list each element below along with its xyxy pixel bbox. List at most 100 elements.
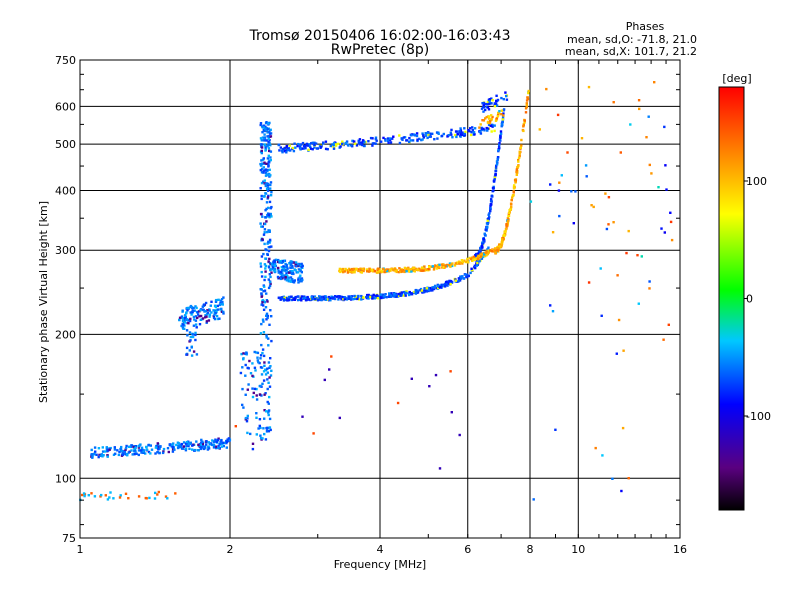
echo-point bbox=[367, 297, 370, 300]
echo-point bbox=[261, 215, 264, 218]
echo-point bbox=[359, 143, 362, 146]
echo-point bbox=[183, 321, 186, 324]
echo-point bbox=[234, 425, 237, 428]
echo-point bbox=[191, 333, 195, 336]
echo-point bbox=[426, 136, 429, 140]
echo-point bbox=[244, 374, 247, 377]
echo-point bbox=[357, 139, 360, 142]
echo-point bbox=[261, 136, 265, 139]
echo-point bbox=[210, 300, 213, 303]
echo-point bbox=[665, 188, 668, 191]
echo-point bbox=[137, 446, 141, 449]
echo-point bbox=[501, 115, 505, 119]
echo-point bbox=[188, 349, 191, 352]
echo-point bbox=[373, 270, 376, 273]
echo-point bbox=[147, 450, 151, 454]
echo-point bbox=[288, 271, 291, 274]
echo-point bbox=[265, 312, 269, 315]
echo-point bbox=[265, 173, 269, 176]
echo-point bbox=[194, 448, 197, 452]
echo-point bbox=[109, 491, 112, 494]
echo-point bbox=[299, 269, 302, 272]
echo-point bbox=[461, 133, 464, 136]
echo-point bbox=[450, 281, 454, 284]
echo-point bbox=[330, 295, 333, 298]
echo-point bbox=[328, 368, 331, 371]
echo-point bbox=[389, 141, 393, 144]
echo-point bbox=[264, 368, 268, 372]
echo-point bbox=[517, 164, 520, 168]
echo-point bbox=[289, 276, 293, 279]
echo-point bbox=[670, 238, 674, 242]
echo-point bbox=[177, 442, 181, 445]
echo-point bbox=[388, 293, 391, 296]
echo-point bbox=[264, 392, 267, 395]
echo-point bbox=[222, 441, 225, 444]
echo-point bbox=[317, 298, 320, 302]
echo-point bbox=[252, 391, 255, 395]
x-tick-label: 8 bbox=[527, 543, 534, 556]
echo-point bbox=[374, 137, 377, 141]
echo-point bbox=[372, 293, 375, 297]
echo-point bbox=[281, 277, 284, 280]
echo-point bbox=[481, 246, 484, 249]
echo-point bbox=[265, 426, 268, 430]
echo-point bbox=[260, 146, 264, 149]
echo-point bbox=[453, 133, 457, 137]
echo-point bbox=[264, 149, 267, 152]
echo-point bbox=[605, 227, 609, 231]
echo-point bbox=[120, 449, 124, 453]
echo-point bbox=[507, 219, 510, 223]
echo-point bbox=[189, 317, 192, 321]
echo-point bbox=[267, 213, 270, 216]
echo-point bbox=[664, 164, 667, 167]
echo-point bbox=[264, 209, 267, 212]
echo-point bbox=[259, 262, 262, 265]
echo-point bbox=[330, 355, 333, 358]
echo-point bbox=[501, 238, 504, 241]
y-tick-label: 75 bbox=[62, 532, 76, 545]
echo-point bbox=[197, 443, 200, 446]
echo-point bbox=[538, 128, 541, 131]
echo-point bbox=[281, 260, 285, 263]
echo-point bbox=[486, 222, 489, 226]
echo-point bbox=[320, 145, 323, 148]
echo-point bbox=[360, 141, 363, 144]
colorbar-label: [deg] bbox=[722, 72, 751, 85]
echo-point bbox=[255, 398, 259, 401]
echo-point bbox=[265, 292, 268, 295]
echo-point bbox=[277, 271, 280, 274]
echo-point bbox=[184, 442, 188, 445]
echo-point bbox=[520, 138, 523, 142]
echo-point bbox=[99, 454, 102, 457]
echo-point bbox=[459, 131, 463, 134]
echo-point bbox=[352, 298, 355, 301]
echo-point bbox=[485, 250, 488, 253]
echo-point bbox=[505, 223, 508, 226]
echo-point bbox=[251, 447, 255, 451]
echo-point bbox=[311, 141, 314, 144]
echo-point bbox=[219, 302, 223, 306]
echo-point bbox=[436, 284, 439, 288]
echo-point bbox=[261, 351, 264, 355]
echo-point bbox=[648, 287, 651, 290]
echo-point bbox=[360, 298, 363, 301]
echo-point bbox=[199, 443, 202, 446]
chart-title: Tromsø 20150406 16:02:00-16:03:43 bbox=[249, 28, 511, 44]
echo-point bbox=[261, 125, 264, 128]
echo-point bbox=[226, 438, 229, 441]
echo-point bbox=[253, 350, 256, 354]
echo-point bbox=[270, 369, 273, 372]
echo-point bbox=[259, 137, 263, 140]
echo-point bbox=[263, 263, 267, 266]
echo-point bbox=[503, 233, 506, 237]
echo-point bbox=[268, 130, 271, 134]
echo-point bbox=[285, 145, 288, 148]
echo-point bbox=[320, 298, 323, 302]
echo-point bbox=[390, 295, 393, 298]
echo-point bbox=[493, 247, 497, 250]
echo-point bbox=[648, 163, 651, 167]
echo-point bbox=[499, 135, 502, 138]
echo-point bbox=[269, 207, 272, 210]
echo-point bbox=[264, 146, 267, 149]
